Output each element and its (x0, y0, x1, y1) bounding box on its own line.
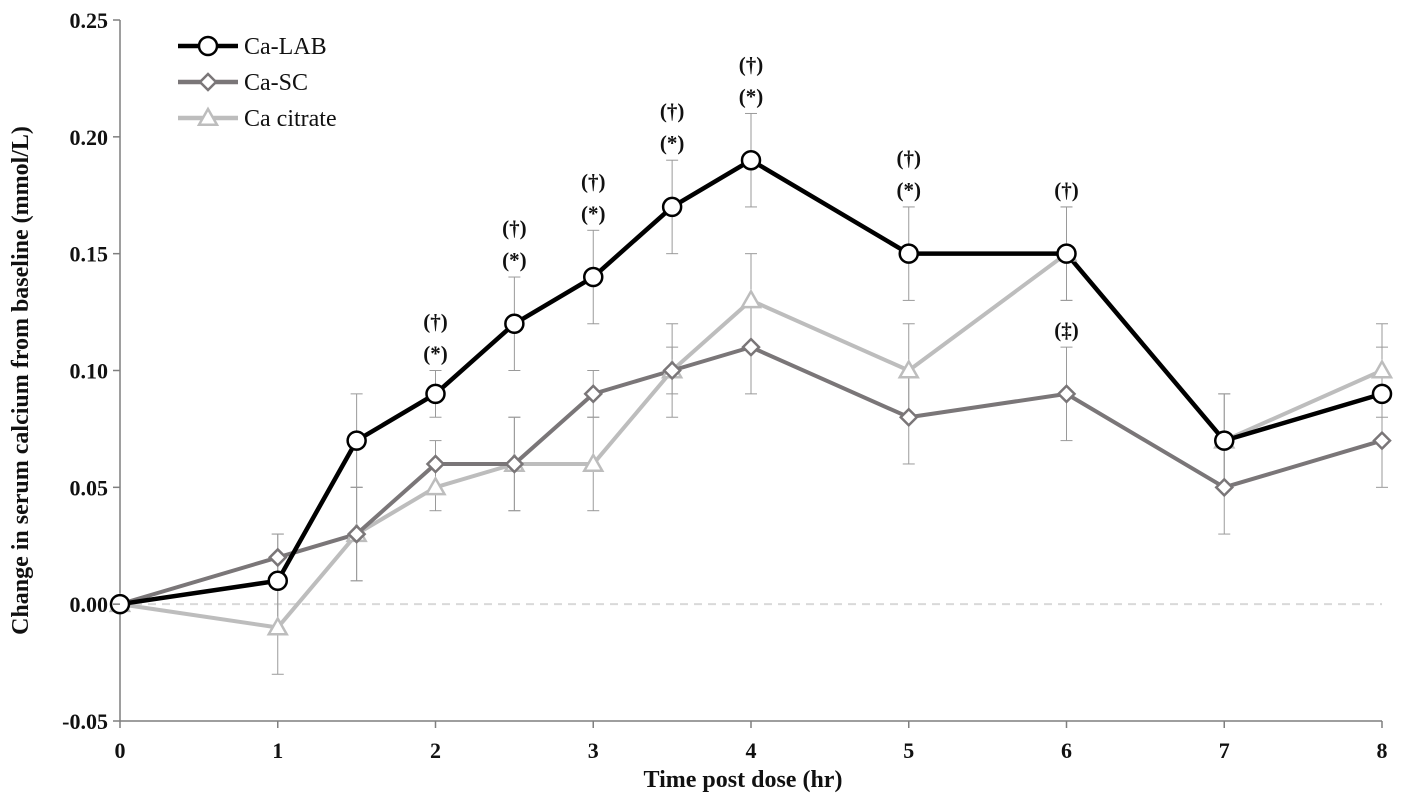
significance-annotation: (‡) (1054, 318, 1079, 342)
significance-annotation: (†) (581, 169, 606, 193)
data-point-ca-lab (661, 196, 683, 218)
significance-annotation: (*) (897, 178, 922, 202)
data-point-ca-lab (740, 149, 762, 171)
significance-annotation: (†) (897, 146, 922, 170)
x-tick-label: 7 (1219, 738, 1230, 763)
y-tick-label: -0.05 (62, 709, 108, 734)
x-axis-title: Time post dose (hr) (644, 767, 843, 793)
data-point-ca-citrate (739, 288, 763, 309)
x-tick-label: 3 (588, 738, 599, 763)
data-point-ca-citrate (424, 475, 447, 496)
data-point-ca-sc (898, 407, 919, 428)
y-tick-label: 0.10 (70, 359, 109, 384)
legend-label-ca-sc: Ca-SC (244, 70, 308, 96)
y-axis-title: Change in serum calcium from baseline (m… (8, 126, 34, 635)
data-point-ca-lab (1371, 383, 1393, 405)
data-point-ca-sc (1056, 384, 1077, 404)
data-point-ca-lab (583, 266, 604, 288)
data-point-ca-sc (504, 454, 525, 474)
data-point-ca-lab (425, 383, 446, 405)
data-point-ca-sc (741, 337, 761, 357)
significance-annotation: (†) (660, 99, 685, 123)
data-point-ca-lab (898, 243, 919, 264)
y-tick-label: 0.25 (70, 8, 109, 33)
significance-annotation: (*) (502, 248, 527, 272)
legend-label-ca-lab: Ca-LAB (244, 34, 327, 60)
x-tick-label: 8 (1377, 738, 1388, 763)
x-tick-label: 5 (903, 738, 914, 763)
data-point-ca-lab (267, 570, 288, 592)
significance-annotation: (†) (502, 216, 527, 240)
data-point-ca-lab (504, 313, 525, 335)
legend-marker-ca-lab (197, 35, 219, 57)
data-point-ca-lab (346, 430, 367, 451)
y-tick-label: 0.05 (70, 475, 109, 500)
significance-annotation: (*) (739, 84, 764, 108)
legend-marker-ca-citrate (196, 106, 220, 126)
data-point-ca-sc (1214, 477, 1235, 498)
data-point-ca-sc (662, 360, 682, 381)
data-point-ca-citrate (1370, 358, 1394, 379)
data-point-ca-citrate (897, 358, 920, 379)
legend-marker-ca-sc (198, 72, 218, 92)
data-point-ca-sc (267, 547, 288, 568)
legend-label-ca-citrate: Ca citrate (244, 106, 337, 132)
series-line-ca-sc (119, 345, 1383, 607)
series-line-ca-lab (119, 157, 1383, 607)
x-tick-label: 6 (1061, 738, 1072, 763)
x-tick-label: 2 (430, 738, 441, 763)
x-tick-label: 4 (746, 738, 757, 763)
x-tick-label: 1 (272, 738, 283, 763)
data-point-ca-sc (1372, 430, 1392, 451)
significance-annotation: (*) (581, 201, 606, 225)
significance-annotation: (*) (423, 342, 448, 366)
y-tick-label: 0.20 (70, 125, 109, 150)
data-point-ca-sc (346, 524, 367, 544)
data-point-ca-sc (583, 384, 604, 404)
data-point-ca-sc (425, 454, 446, 474)
data-point-ca-citrate (582, 452, 605, 472)
significance-annotation: (†) (1054, 178, 1079, 202)
y-tick-label: 0.00 (70, 592, 109, 617)
significance-annotation: (†) (423, 310, 448, 334)
significance-annotation: (*) (660, 131, 685, 155)
data-point-ca-citrate (266, 616, 289, 636)
x-tick-label: 0 (115, 738, 126, 763)
data-point-ca-lab (1214, 430, 1235, 451)
significance-annotation: (†) (739, 52, 764, 76)
y-tick-label: 0.15 (70, 242, 109, 267)
data-point-ca-lab (1056, 243, 1077, 264)
